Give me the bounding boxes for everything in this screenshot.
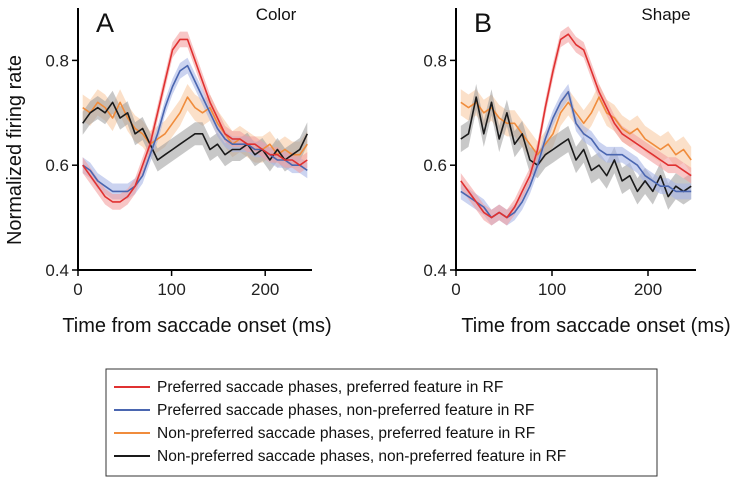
legend-item-blue: Preferred saccade phases, non-preferred …: [114, 402, 534, 419]
error-band-red-shape: [460, 26, 692, 226]
y-tick-label: 0.6: [45, 156, 69, 175]
legend-label-red: Preferred saccade phases, preferred feat…: [157, 379, 503, 396]
y-tick-label: 0.6: [423, 156, 447, 175]
series-line-orange-shape: [460, 96, 692, 161]
x-tick-label: 200: [634, 280, 662, 299]
y-tick-label: 0.4: [423, 261, 447, 280]
error-band-orange-shape: [460, 84, 692, 174]
x-tick-label: 0: [73, 280, 82, 299]
series-line-black-shape: [460, 96, 692, 198]
panel-color: 0.4 0.6 0.8 0 100 200 A Color Time from saccade …: [45, 5, 331, 337]
y-tick-label: 0.4: [45, 261, 69, 280]
x-tick-label: 0: [451, 280, 460, 299]
legend-item-black: Non-preferred saccade phases, non-prefer…: [114, 448, 566, 465]
series-line-black-color: [82, 101, 309, 161]
x-tick-label: 100: [157, 280, 185, 299]
legend: Preferred saccade phases, preferred feat…: [105, 368, 658, 477]
error-band-blue-color: [82, 57, 308, 200]
y-tick-label: 0.8: [423, 51, 447, 70]
panel-title: Color: [256, 5, 297, 24]
legend-item-orange: Non-preferred saccade phases, preferred …: [114, 425, 535, 442]
x-axis-label: Time from saccade onset (ms): [62, 315, 331, 337]
legend-box: [105, 368, 658, 477]
series-line-red-shape: [460, 33, 692, 219]
x-axis-label: Time from saccade onset (ms): [461, 315, 730, 337]
series-line-orange-color: [82, 96, 308, 156]
panel-letter: A: [96, 8, 114, 38]
y-axis-label: Normalized firing rate: [4, 55, 26, 245]
legend-label-orange: Non-preferred saccade phases, preferred …: [157, 425, 535, 442]
error-band-black-shape: [460, 84, 692, 210]
panel-shape: 0.4 0.6 0.8 0 100 200 B Shape Time from saccade …: [423, 5, 730, 337]
legend-label-black: Non-preferred saccade phases, non-prefer…: [157, 448, 566, 465]
x-tick-label: 100: [538, 280, 566, 299]
panel-letter: B: [474, 8, 492, 38]
legend-label-blue: Preferred saccade phases, non-preferred …: [157, 402, 534, 419]
x-tick-label: 200: [251, 280, 279, 299]
series-line-red-color: [82, 38, 308, 203]
y-tick-label: 0.8: [45, 51, 69, 70]
error-band-red-color: [82, 31, 308, 210]
panel-title: Shape: [641, 5, 690, 24]
legend-item-red: Preferred saccade phases, preferred feat…: [114, 379, 503, 396]
